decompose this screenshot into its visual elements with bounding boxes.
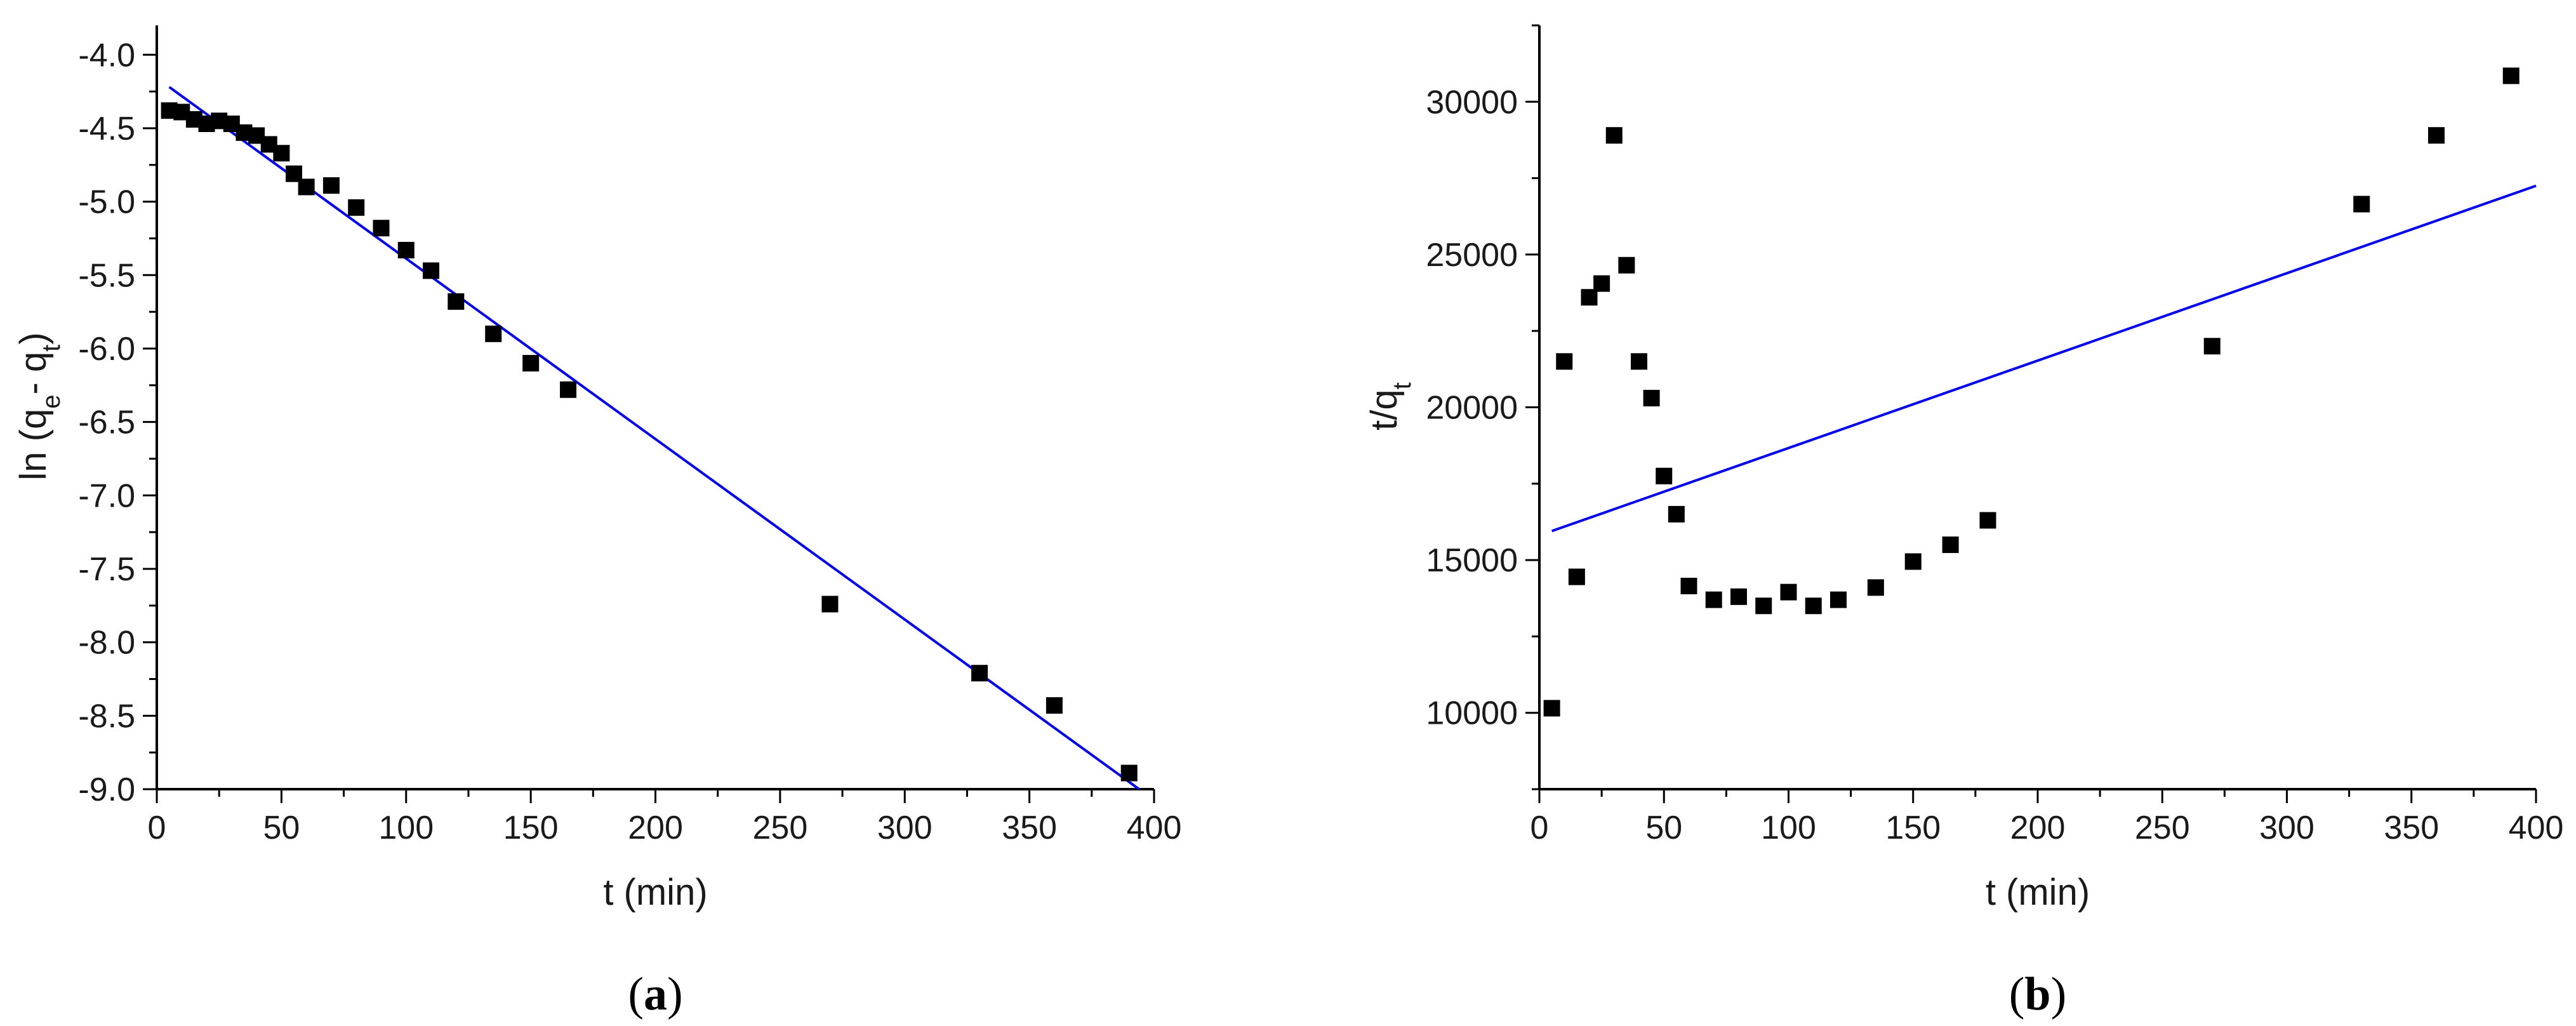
x-axis-title: t (min) (603, 872, 707, 913)
data-point (1046, 697, 1063, 714)
data-point (1568, 568, 1585, 585)
data-point (1668, 505, 1685, 523)
data-point (1605, 127, 1623, 144)
x-tick-label: 150 (503, 809, 559, 846)
data-point (522, 355, 540, 372)
y-tick-label: -7.0 (78, 477, 135, 514)
data-point (1755, 597, 1772, 615)
y-axis-title: ln (qe- qt) (13, 332, 65, 480)
data-point (1656, 467, 1673, 484)
y-tick-label: 30000 (1426, 84, 1518, 121)
data-point (485, 325, 502, 342)
data-point (821, 596, 839, 613)
data-point (1867, 579, 1884, 596)
data-point (2502, 67, 2520, 84)
data-point (1120, 764, 1138, 782)
y-tick-label: -4.0 (78, 37, 135, 74)
y-tick-label: -7.5 (78, 551, 135, 588)
x-tick-label: 350 (2384, 809, 2439, 846)
x-tick-label: 400 (2509, 809, 2564, 846)
data-point (1593, 275, 1610, 292)
data-point (1830, 591, 1847, 608)
data-point (1805, 597, 1822, 615)
data-point (448, 293, 465, 310)
data-point (971, 665, 988, 682)
chart-panel-a: 0 50 100 150 200 250 300 350 400 -9.0 -8.5 -8.0 -7.5… (13, 25, 1181, 1020)
x-axis-title: t (min) (1986, 872, 2090, 913)
data-point (322, 177, 340, 194)
x-tick-label: 300 (877, 809, 933, 846)
chart-panel-b: 0 50 100 150 200 250 300 350 400 10000 15000 20000 2… (1364, 24, 2564, 1020)
x-tick-label: 50 (263, 809, 300, 846)
x-tick-label: 0 (148, 809, 166, 846)
data-point (273, 145, 290, 162)
panel-label: (b) (2009, 968, 2066, 1020)
y-tick-label: -6.5 (78, 404, 135, 441)
y-axis-title: t/qt (1364, 382, 1416, 430)
y-tick-label: 10000 (1426, 695, 1518, 732)
data-point (298, 178, 315, 196)
fit-line (1551, 184, 2537, 533)
data-point (2203, 338, 2221, 355)
panel-label: (a) (628, 968, 682, 1020)
x-tick-label: 250 (2135, 809, 2190, 846)
x-tick-label: 50 (1645, 809, 1682, 846)
fit-line (168, 86, 1140, 790)
data-point (560, 381, 577, 398)
data-point (373, 220, 390, 237)
x-tick-label: 100 (1761, 809, 1816, 846)
data-point (1780, 583, 1797, 601)
y-tick-label: -6.0 (78, 331, 135, 368)
y-tick-label: -9.0 (78, 771, 135, 808)
x-tick-label: 250 (752, 809, 807, 846)
data-point (1730, 588, 1747, 605)
x-tick-label: 150 (1885, 809, 1941, 846)
x-tick-label: 100 (378, 809, 434, 846)
data-point (1942, 536, 1959, 554)
data-point (1705, 591, 1722, 608)
data-point (1904, 553, 1922, 570)
x-tick-label: 350 (1002, 809, 1057, 846)
data-point (2353, 196, 2370, 213)
y-tick-label: -5.5 (78, 257, 135, 294)
data-point (1618, 256, 1635, 274)
data-point (2428, 127, 2445, 144)
y-tick-label: 15000 (1426, 542, 1518, 579)
y-tick-label: -5.0 (78, 184, 135, 221)
y-tick-label: 25000 (1426, 237, 1518, 274)
data-point (1643, 390, 1660, 407)
data-point (1631, 353, 1647, 370)
x-tick-label: 400 (1127, 809, 1182, 846)
x-tick-label: 200 (628, 809, 683, 846)
x-tick-label: 300 (2259, 809, 2314, 846)
y-tick-label: -4.5 (78, 110, 135, 147)
data-point (397, 241, 415, 258)
y-tick-label: -8.5 (78, 698, 135, 735)
data-point (1979, 512, 1996, 529)
x-tick-label: 200 (2010, 809, 2066, 846)
data-point (1556, 353, 1573, 370)
data-point (1680, 578, 1697, 595)
y-tick-label: -8.0 (78, 625, 135, 662)
y-tick-label: 20000 (1426, 390, 1518, 427)
data-point (423, 262, 440, 279)
x-tick-label: 0 (1530, 809, 1549, 846)
data-point (348, 199, 365, 216)
data-point (1543, 700, 1560, 717)
